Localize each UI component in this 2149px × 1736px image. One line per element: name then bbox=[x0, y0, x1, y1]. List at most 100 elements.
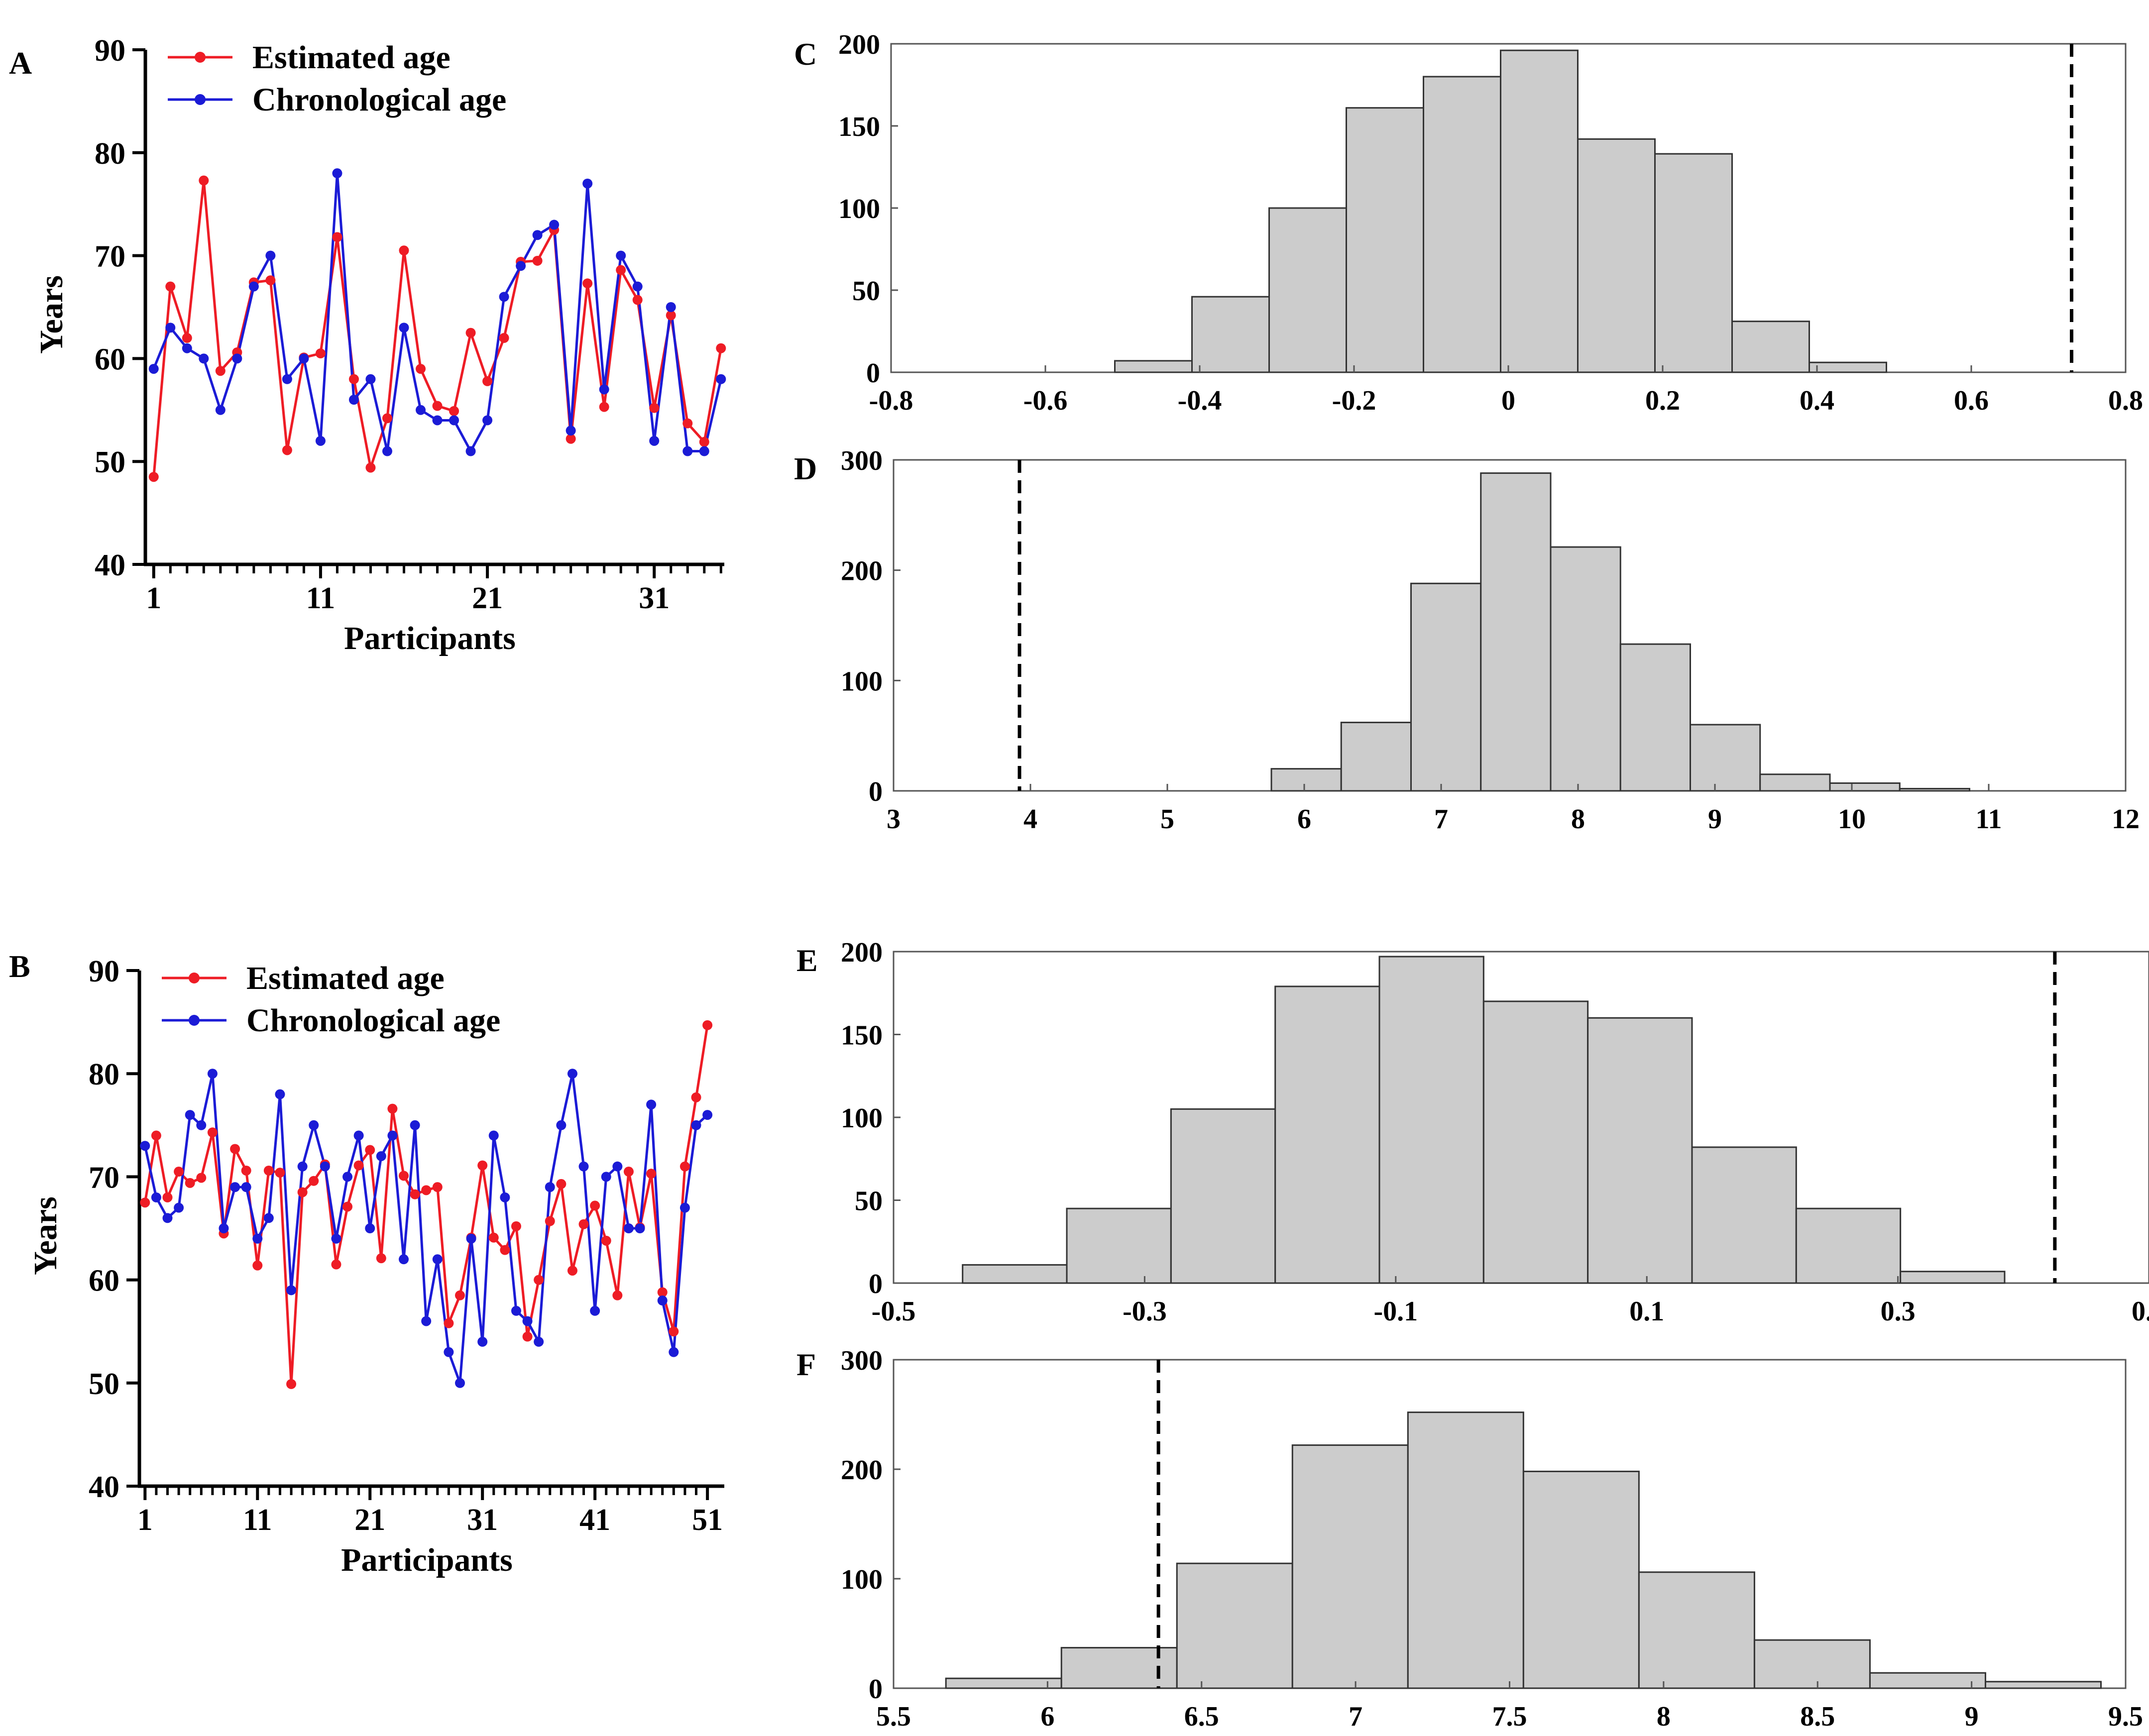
data-point bbox=[556, 1179, 566, 1189]
data-point bbox=[162, 1192, 173, 1202]
histogram-bar bbox=[1577, 138, 1656, 373]
histogram-bar bbox=[1638, 1571, 1755, 1689]
data-point bbox=[566, 434, 576, 444]
data-point bbox=[632, 295, 643, 305]
data-point bbox=[282, 374, 292, 384]
data-point bbox=[342, 1172, 353, 1182]
histogram-bar bbox=[1176, 1562, 1293, 1689]
x-tick-label: 11 bbox=[1976, 804, 2002, 835]
data-point bbox=[275, 1089, 285, 1099]
data-point bbox=[432, 415, 443, 426]
histogram-bar bbox=[1270, 768, 1342, 792]
x-tick-label: 8 bbox=[1657, 1701, 1671, 1732]
data-point bbox=[532, 255, 543, 266]
y-tick-label: 50 bbox=[95, 445, 125, 479]
data-point bbox=[444, 1347, 454, 1357]
data-point bbox=[365, 462, 376, 473]
x-tick-label: 7 bbox=[1349, 1701, 1362, 1732]
data-point bbox=[534, 1275, 544, 1285]
y-tick-label: 200 bbox=[841, 1455, 883, 1486]
data-point bbox=[488, 1130, 499, 1141]
data-point bbox=[348, 395, 359, 405]
legend-marker bbox=[195, 94, 206, 105]
x-tick-label: -0.5 bbox=[872, 1296, 916, 1327]
data-point bbox=[382, 413, 392, 424]
data-point bbox=[309, 1120, 319, 1130]
x-tick-label: 10 bbox=[1838, 804, 1866, 835]
x-tick-label: 0.5 bbox=[2132, 1296, 2149, 1327]
data-point bbox=[416, 405, 426, 415]
x-tick-label: -0.4 bbox=[1178, 385, 1222, 416]
data-point bbox=[252, 1260, 263, 1271]
data-point bbox=[482, 376, 493, 386]
x-tick-label: 6.5 bbox=[1184, 1701, 1219, 1732]
histogram-bar bbox=[1500, 49, 1579, 373]
data-point bbox=[646, 1099, 657, 1110]
data-point bbox=[365, 1145, 375, 1155]
data-point bbox=[666, 310, 676, 321]
histogram-bar bbox=[1690, 724, 1761, 792]
histogram-bar bbox=[1731, 321, 1810, 373]
data-point bbox=[582, 278, 593, 289]
y-tick-label: 90 bbox=[95, 34, 125, 68]
x-tick-label: 0 bbox=[1501, 385, 1515, 416]
histogram-bar bbox=[1340, 722, 1412, 792]
panel-c: C 0 50 100 150 200 -0.8 -0.6 -0.4 -0.2 0 0.2 0.4 0.6 0… bbox=[794, 29, 2143, 416]
data-point bbox=[416, 364, 426, 374]
data-point bbox=[332, 232, 342, 242]
y-tick-label: 150 bbox=[841, 1020, 883, 1051]
histogram-bar bbox=[1654, 153, 1733, 373]
x-tick-label: 6 bbox=[1297, 804, 1311, 835]
x-tick-label: 0.1 bbox=[1629, 1296, 1664, 1327]
data-point bbox=[699, 446, 709, 456]
data-point bbox=[421, 1316, 432, 1326]
x-tick-label: 6 bbox=[1040, 1701, 1054, 1732]
panel-label-e: E bbox=[796, 943, 818, 978]
data-point bbox=[207, 1127, 218, 1138]
legend-marker bbox=[189, 1015, 200, 1026]
x-tick-label: 9.5 bbox=[2108, 1701, 2143, 1732]
histogram-bar bbox=[1522, 1470, 1640, 1689]
panel-label-d: D bbox=[794, 451, 817, 486]
histogram-bar bbox=[1346, 107, 1424, 373]
x-tick-label: 1 bbox=[137, 1503, 153, 1537]
data-point bbox=[534, 1336, 544, 1347]
data-point bbox=[567, 1069, 577, 1079]
data-point bbox=[599, 402, 609, 412]
histogram-bar bbox=[1407, 1411, 1524, 1689]
data-point bbox=[162, 1213, 173, 1223]
histogram-bar bbox=[1619, 643, 1691, 792]
data-point bbox=[716, 374, 726, 384]
data-point bbox=[207, 1069, 218, 1079]
histogram-bar bbox=[1899, 788, 1970, 792]
y-tick-label: 80 bbox=[89, 1058, 119, 1091]
data-point bbox=[601, 1172, 611, 1182]
data-point bbox=[449, 415, 459, 426]
data-point bbox=[185, 1110, 195, 1120]
data-point bbox=[365, 1223, 375, 1233]
data-point bbox=[315, 435, 326, 446]
data-point bbox=[545, 1216, 555, 1226]
data-point bbox=[151, 1192, 161, 1202]
x-tick-label: 5.5 bbox=[876, 1701, 911, 1732]
data-point bbox=[500, 1245, 510, 1255]
data-point bbox=[252, 1233, 263, 1244]
histogram-bar bbox=[962, 1264, 1068, 1284]
histogram-bar bbox=[1378, 956, 1484, 1284]
x-tick-label: 11 bbox=[243, 1503, 272, 1537]
data-point bbox=[353, 1130, 364, 1141]
data-point bbox=[522, 1331, 533, 1342]
y-tick-label: 90 bbox=[89, 955, 119, 988]
data-point bbox=[702, 1110, 713, 1120]
data-point bbox=[516, 261, 526, 271]
x-tick-label: 3 bbox=[887, 804, 901, 835]
panel-e: E 0 50 100 150 200 -0.5 -0.3 -0.1 0.1 0.3 0.5 bbox=[796, 937, 2149, 1327]
data-point bbox=[691, 1120, 701, 1130]
histogram-bar bbox=[1759, 773, 1831, 792]
x-tick-label: 0.6 bbox=[1954, 385, 1989, 416]
data-point bbox=[522, 1316, 533, 1326]
histogram-bar bbox=[1291, 1444, 1409, 1689]
y-tick-label: 100 bbox=[838, 194, 880, 224]
histogram-bar bbox=[1550, 546, 1621, 792]
y-tick-label: 300 bbox=[841, 445, 883, 476]
